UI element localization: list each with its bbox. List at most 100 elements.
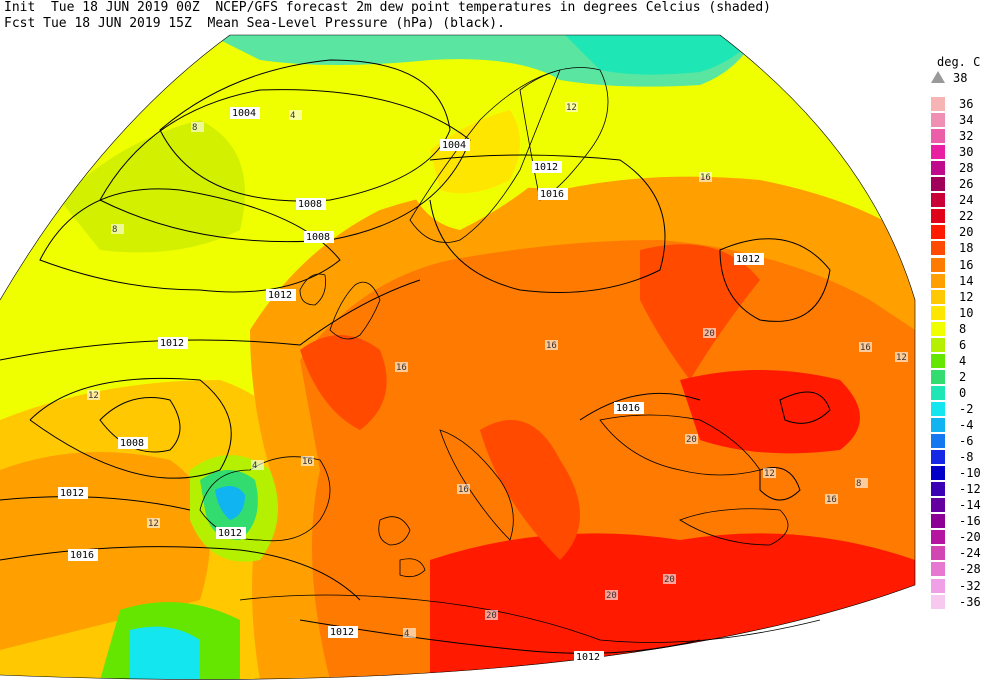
- svg-text:8: 8: [192, 123, 197, 133]
- legend-label: -4: [959, 418, 974, 432]
- dewpoint-label: 4: [289, 110, 302, 121]
- legend-swatch: [931, 97, 945, 111]
- svg-text:1012: 1012: [60, 488, 84, 499]
- legend-swatch: [931, 498, 945, 513]
- legend-entry: 36: [925, 96, 973, 112]
- dewpoint-label: 16: [859, 342, 872, 353]
- legend-label: 26: [959, 177, 974, 192]
- legend-entry: -6: [925, 433, 973, 449]
- legend-swatch: [931, 113, 945, 128]
- legend-entry: 34: [925, 112, 973, 128]
- isobar-label: 1016: [614, 402, 644, 414]
- svg-text:1012: 1012: [160, 338, 184, 349]
- legend-swatch: [931, 369, 945, 384]
- dewpoint-label: 12: [147, 518, 160, 529]
- dewpoint-label: 8: [855, 478, 868, 489]
- legend-entry: -20: [925, 529, 981, 545]
- legend-label: -16: [959, 514, 981, 529]
- legend-entry: 6: [925, 337, 966, 353]
- svg-text:20: 20: [704, 329, 715, 339]
- legend-label: 18: [959, 241, 974, 256]
- dewpoint-label: 8: [111, 224, 124, 235]
- dewpoint-label: 16: [395, 362, 408, 373]
- legend-swatch: [931, 193, 945, 208]
- isobar-label: 1012: [58, 487, 88, 499]
- svg-text:8: 8: [112, 225, 117, 235]
- legend-label: 0: [959, 385, 967, 400]
- weather-map: 1004 1008 1004 1008 1012 1012 1012 1016 …: [0, 34, 916, 680]
- isobar-label: 1004: [230, 107, 260, 119]
- svg-text:16: 16: [700, 173, 711, 183]
- svg-text:16: 16: [458, 485, 469, 495]
- legend-swatch: [931, 418, 945, 432]
- svg-text:1012: 1012: [736, 254, 760, 265]
- legend-entry: 22: [925, 208, 973, 224]
- legend-entry: -36: [925, 594, 981, 610]
- svg-text:20: 20: [606, 591, 617, 601]
- svg-text:16: 16: [302, 457, 313, 467]
- legend-entry: -14: [925, 497, 981, 513]
- legend-label: 20: [959, 225, 974, 240]
- svg-text:16: 16: [860, 343, 871, 353]
- legend-swatch: [931, 385, 945, 400]
- header-forecast-line: Fcst Tue 18 JUN 2019 15Z Mean Sea-Level …: [4, 16, 505, 31]
- legend-swatch: [931, 273, 945, 288]
- legend-swatch: [931, 337, 945, 352]
- dewpoint-label: 20: [703, 328, 716, 339]
- svg-text:8: 8: [856, 479, 861, 489]
- legend-label: -28: [959, 562, 981, 577]
- legend-swatch: [931, 321, 945, 336]
- svg-text:16: 16: [826, 495, 837, 505]
- svg-text:20: 20: [664, 575, 675, 585]
- dewpoint-label: 12: [87, 390, 100, 401]
- svg-text:12: 12: [896, 353, 907, 363]
- legend-entry: -28: [925, 561, 981, 577]
- dewpoint-label: 4: [403, 628, 416, 639]
- legend-entry: 0: [925, 385, 966, 401]
- isobar-label: 1016: [68, 549, 98, 561]
- svg-text:1008: 1008: [120, 438, 144, 449]
- svg-text:12: 12: [764, 469, 775, 479]
- isobar-label: 1008: [296, 198, 326, 210]
- isobar-label: 1012: [158, 337, 188, 349]
- dewpoint-label: 12: [763, 468, 776, 479]
- legend-label: -36: [959, 594, 981, 609]
- svg-text:1004: 1004: [442, 140, 466, 151]
- legend-swatch: [931, 530, 945, 545]
- legend-swatch: [931, 546, 945, 561]
- map-domain-outline: [0, 34, 916, 680]
- legend-label: 12: [959, 289, 974, 304]
- isobar-label: 1012: [216, 527, 246, 539]
- legend-entry: -16: [925, 513, 981, 529]
- legend-label: -20: [959, 530, 981, 545]
- isobar-label: 1008: [118, 437, 148, 449]
- svg-text:1012: 1012: [330, 627, 354, 638]
- legend-swatch: [931, 209, 945, 224]
- legend-swatch: [931, 401, 945, 416]
- isobar-label: 1012: [574, 651, 604, 663]
- dewpoint-label: 16: [825, 494, 838, 505]
- legend-label: -14: [959, 498, 981, 513]
- legend-entry: -4: [925, 417, 973, 433]
- legend-swatch: [931, 145, 945, 160]
- legend-label: 34: [959, 113, 974, 128]
- svg-text:1016: 1016: [540, 189, 564, 200]
- legend-label: 22: [959, 209, 974, 224]
- legend-label: 30: [959, 145, 974, 160]
- legend-swatch: [931, 562, 945, 577]
- legend-swatch: [931, 257, 945, 272]
- legend-swatch: [931, 225, 945, 240]
- dewpoint-label: 20: [485, 610, 498, 621]
- legend-entry: -2: [925, 401, 973, 417]
- svg-text:20: 20: [686, 435, 697, 445]
- svg-text:12: 12: [566, 103, 577, 113]
- legend-swatch: [931, 594, 945, 609]
- legend-swatch: [931, 177, 945, 192]
- color-legend: deg. C 38 36 34 32 30 28 26 24 22 20 18 16 14 12 10 8 6…: [925, 55, 995, 615]
- legend-entry: 18: [925, 240, 973, 256]
- shaded-dewpoint-field: [0, 35, 915, 680]
- legend-entry: 16: [925, 257, 973, 273]
- header-init-line: Init Tue 18 JUN 2019 00Z NCEP/GFS foreca…: [4, 0, 772, 15]
- isobar-label: 1012: [328, 626, 358, 638]
- legend-label: 8: [959, 321, 967, 336]
